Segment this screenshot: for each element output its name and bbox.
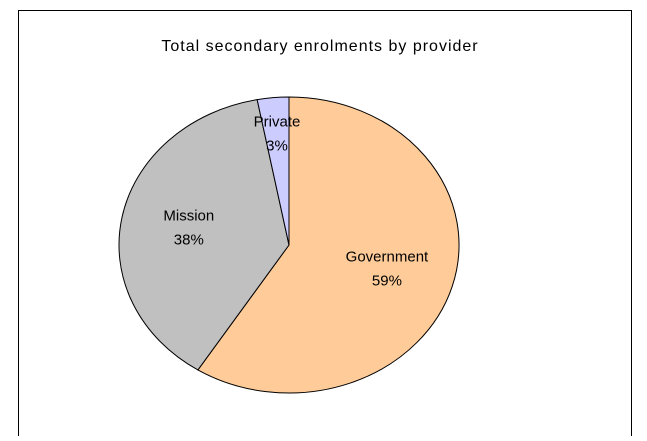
pie-slice bbox=[118, 99, 290, 371]
value-label: 59% bbox=[372, 273, 402, 290]
slice-label: Government bbox=[346, 249, 429, 266]
value-label: 38% bbox=[174, 231, 204, 248]
slice-label: Mission bbox=[163, 207, 214, 224]
pie-slice bbox=[197, 96, 460, 394]
chart-title: Total secondary enrolments by provider bbox=[161, 38, 478, 55]
pie-slice bbox=[256, 96, 290, 246]
value-label: 3% bbox=[266, 137, 288, 154]
slice-label: Private bbox=[254, 113, 301, 130]
